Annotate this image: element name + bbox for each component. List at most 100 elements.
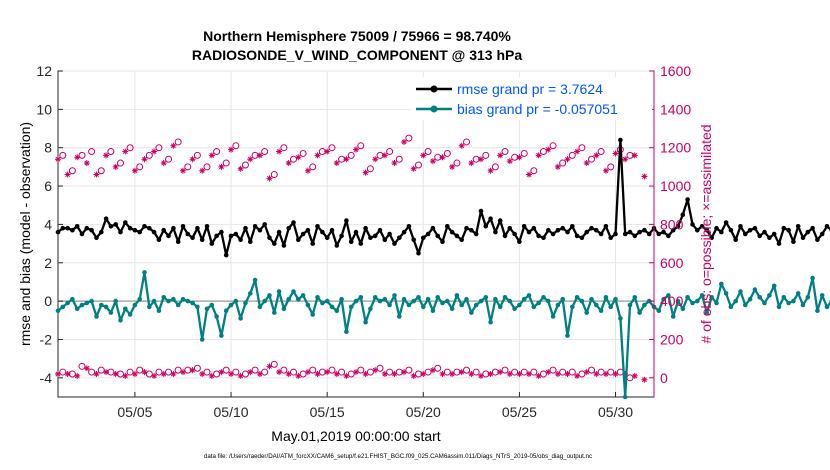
bias-point xyxy=(267,293,272,298)
y-right-tick-label: 1000 xyxy=(660,178,691,194)
rmse-point xyxy=(502,233,508,239)
bias-point xyxy=(118,318,123,323)
bias-point xyxy=(810,275,815,281)
rmse-point xyxy=(488,216,493,221)
bias-point xyxy=(502,295,508,300)
rmse-point xyxy=(406,224,412,229)
obs-possible-marker xyxy=(174,138,182,146)
rmse-point xyxy=(421,235,426,241)
bias-point xyxy=(752,287,758,292)
obs-assimilated-marker xyxy=(218,163,225,170)
bias-point xyxy=(488,319,493,325)
obs-possible-marker xyxy=(184,163,192,171)
bias-point xyxy=(627,302,633,308)
bias-point xyxy=(127,312,133,317)
bias-point xyxy=(233,298,239,304)
bias-point xyxy=(541,295,546,300)
rmse-point xyxy=(55,229,61,235)
bias-point xyxy=(805,295,811,300)
obs-assimilated-marker xyxy=(612,370,619,377)
obs-assimilated-marker xyxy=(602,167,609,174)
obs-assimilated-marker xyxy=(199,370,206,377)
obs-assimilated-marker xyxy=(122,372,129,379)
obs-assimilated-marker xyxy=(458,369,465,376)
rmse-point xyxy=(185,231,191,237)
obs-assimilated-marker xyxy=(429,158,436,165)
bias-point xyxy=(392,293,397,298)
obs-assimilated-marker xyxy=(477,156,484,163)
rmse-point xyxy=(272,241,277,246)
bias-point xyxy=(473,302,479,308)
bias-point xyxy=(195,304,200,310)
rmse-point xyxy=(310,241,316,246)
obs-possible-marker xyxy=(59,151,67,159)
rmse-point xyxy=(752,225,758,231)
obs-possible-marker xyxy=(501,148,509,156)
obs-possible-marker xyxy=(395,155,403,163)
obs-assimilated-marker xyxy=(103,152,110,159)
bias-point xyxy=(738,289,743,294)
rmse-point xyxy=(699,224,705,229)
obs-assimilated-marker xyxy=(429,367,436,374)
y-right-tick-label: 1400 xyxy=(660,101,691,117)
obs-assimilated-marker xyxy=(55,156,61,163)
rmse-point xyxy=(60,225,66,231)
bias-point xyxy=(377,298,383,304)
bias-point xyxy=(387,302,392,308)
obs-possible-marker xyxy=(145,151,153,159)
y-right-tick-label: 200 xyxy=(660,331,684,347)
obs-possible-marker xyxy=(213,148,221,156)
legend-box xyxy=(411,77,652,120)
rmse-point xyxy=(339,233,344,239)
bias-point xyxy=(517,302,522,308)
rmse-point xyxy=(382,237,388,243)
rmse-point xyxy=(84,225,90,231)
obs-possible-marker xyxy=(203,163,211,171)
bias-point xyxy=(204,306,210,312)
obs-possible-marker xyxy=(578,144,586,152)
bias-point xyxy=(680,306,686,312)
obs-assimilated-marker xyxy=(583,160,590,167)
obs-possible-marker xyxy=(491,163,499,171)
obs-possible-marker xyxy=(357,142,365,150)
obs-assimilated-marker xyxy=(256,370,263,377)
rmse-point xyxy=(392,241,397,246)
obs-assimilated-marker xyxy=(401,369,408,376)
obs-assimilated-marker xyxy=(170,142,177,149)
obs-assimilated-marker xyxy=(381,370,388,377)
bias-point xyxy=(89,298,94,304)
obs-possible-marker xyxy=(222,159,230,167)
obs-possible-marker xyxy=(386,148,394,156)
obs-possible-marker xyxy=(241,161,249,169)
obs-assimilated-marker xyxy=(131,167,138,174)
obs-assimilated-marker xyxy=(516,370,523,377)
obs-possible-marker xyxy=(347,151,355,159)
obs-assimilated-marker xyxy=(487,167,494,174)
rmse-point xyxy=(608,235,613,241)
rmse-point xyxy=(546,227,551,233)
rmse-point xyxy=(89,227,94,233)
rmse-point xyxy=(642,227,647,233)
bias-point xyxy=(272,310,277,315)
rmse-point xyxy=(190,235,195,241)
rmse-point xyxy=(728,227,734,233)
obs-assimilated-marker xyxy=(295,372,302,379)
obs-assimilated-marker xyxy=(487,370,494,377)
bias-point xyxy=(771,283,777,289)
obs-assimilated-marker xyxy=(333,370,340,377)
obs-assimilated-marker xyxy=(497,369,504,376)
bias-point xyxy=(147,304,152,310)
rmse-point xyxy=(430,225,436,231)
bias-point xyxy=(786,300,791,306)
bias-point xyxy=(521,296,527,302)
obs-assimilated-marker xyxy=(468,370,475,377)
rmse-point xyxy=(166,233,171,239)
rmse-point xyxy=(204,224,210,229)
bias-point xyxy=(65,300,70,306)
x-tick-label: 05/05 xyxy=(117,404,152,420)
bias-point xyxy=(560,296,565,302)
obs-assimilated-marker xyxy=(477,372,484,379)
y-axis-left-label: rmse and bias (model - observation) xyxy=(17,122,33,346)
bias-point xyxy=(728,304,734,310)
bias-point xyxy=(223,308,229,314)
